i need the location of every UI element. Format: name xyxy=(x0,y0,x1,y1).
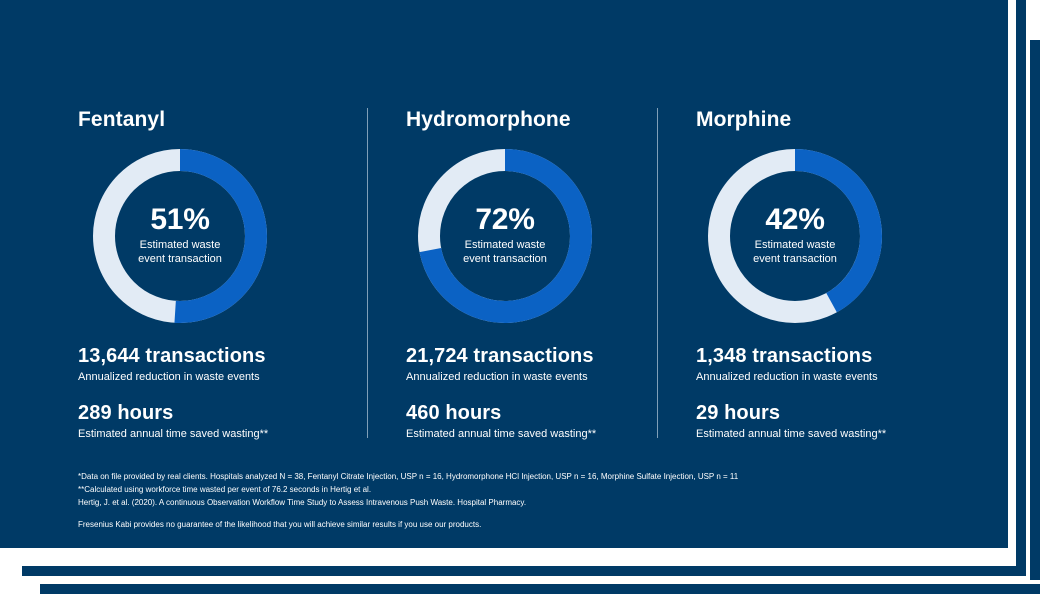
stat-hours: 289 hours Estimated annual time saved wa… xyxy=(78,402,347,441)
stat-label: Estimated annual time saved wasting** xyxy=(406,428,597,441)
footnotes: *Data on file provided by real clients. … xyxy=(78,470,978,531)
donut-value-arc xyxy=(708,149,882,324)
stat-value: 289 hours xyxy=(78,402,174,425)
stat-hours: 29 hours Estimated annual time saved was… xyxy=(696,402,912,441)
drug-column-morphine: Morphine 42% Estimated waste event trans… xyxy=(657,108,932,441)
drug-title: Fentanyl xyxy=(78,108,166,131)
stat-label: Annualized reduction in waste events xyxy=(406,371,588,384)
footnote-line-2: **Calculated using workforce time wasted… xyxy=(78,485,372,494)
donut-chart-hydromorphone: 72% Estimated waste event transaction xyxy=(418,149,592,324)
drug-title: Morphine xyxy=(696,108,792,131)
decor-bar-bottom-1 xyxy=(22,566,1026,576)
stat-label: Estimated annual time saved wasting** xyxy=(696,428,887,441)
stat-value: 13,644 transactions xyxy=(78,345,266,368)
drug-column-hydromorphone: Hydromorphone 72% Estimated waste event … xyxy=(367,108,657,441)
donut-chart-morphine: 42% Estimated waste event transaction xyxy=(708,149,882,324)
stat-transactions: 13,644 transactions Annualized reduction… xyxy=(78,345,347,384)
stat-value: 21,724 transactions xyxy=(406,345,594,368)
stat-label: Annualized reduction in waste events xyxy=(696,371,878,384)
drug-title: Hydromorphone xyxy=(406,108,571,131)
stat-value: 460 hours xyxy=(406,402,502,425)
stat-hours: 460 hours Estimated annual time saved wa… xyxy=(406,402,637,441)
footnote-line-3: Hertig, J. et al. (2020). A continuous O… xyxy=(78,498,527,507)
drug-columns: Fentanyl 51% Estimated waste event trans… xyxy=(78,108,932,441)
donut-value-arc xyxy=(418,149,592,324)
decor-bar-right-2 xyxy=(1030,40,1040,580)
stat-transactions: 21,724 transactions Annualized reduction… xyxy=(406,345,637,384)
donut-svg xyxy=(708,149,882,324)
stat-label: Estimated annual time saved wasting** xyxy=(78,428,269,441)
drug-column-fentanyl: Fentanyl 51% Estimated waste event trans… xyxy=(78,108,367,441)
stat-value: 1,348 transactions xyxy=(696,345,873,368)
stat-transactions: 1,348 transactions Annualized reduction … xyxy=(696,345,912,384)
donut-chart-fentanyl: 51% Estimated waste event transaction xyxy=(93,149,267,324)
decor-bar-bottom-2 xyxy=(40,584,1040,594)
donut-svg xyxy=(93,149,267,324)
footnote-line-4: Fresenius Kabi provides no guarantee of … xyxy=(78,520,482,529)
footnote-line-1: *Data on file provided by real clients. … xyxy=(78,472,739,481)
donut-value-arc xyxy=(93,149,267,324)
stat-label: Annualized reduction in waste events xyxy=(78,371,260,384)
decor-bar-right-1 xyxy=(1016,0,1026,566)
navy-panel xyxy=(0,0,1008,548)
stat-value: 29 hours xyxy=(696,402,781,425)
donut-svg xyxy=(418,149,592,324)
footnote-spacer xyxy=(78,509,978,518)
